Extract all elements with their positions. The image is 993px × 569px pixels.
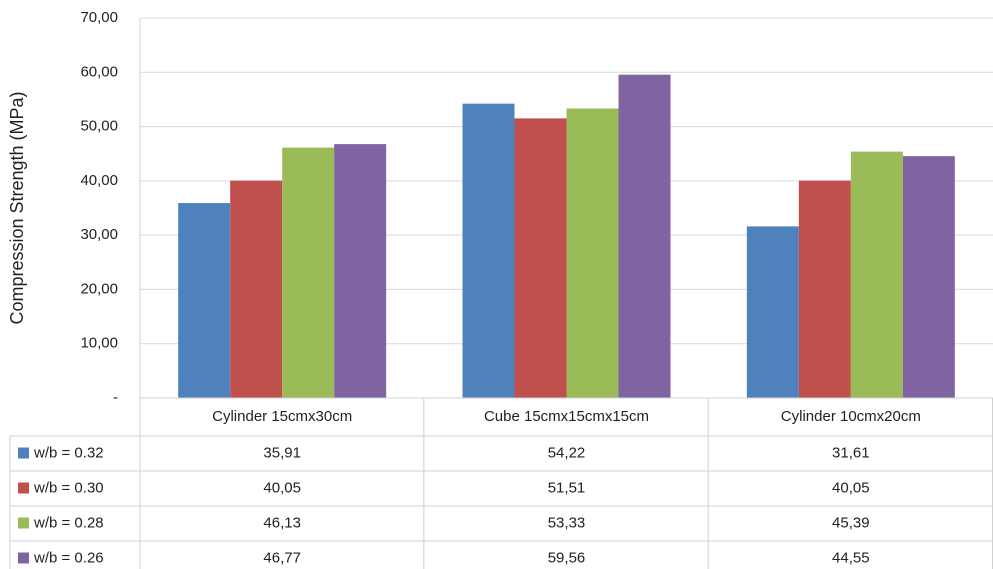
legend-swatch xyxy=(18,447,29,459)
y-tick-label: 30,00 xyxy=(80,226,118,243)
bar xyxy=(462,103,515,399)
legend-label: w/b = 0.26 xyxy=(33,549,104,566)
bar xyxy=(850,151,903,398)
x-tick-label: Cube 15cmx15cmx15cm xyxy=(484,408,649,425)
y-tick-label: 70,00 xyxy=(80,9,118,26)
bar xyxy=(902,156,955,398)
y-tick-label: 40,00 xyxy=(80,172,118,189)
legend-swatch xyxy=(18,482,29,494)
bar xyxy=(514,118,567,399)
bar xyxy=(618,74,671,398)
table-value: 45,39 xyxy=(832,514,870,531)
bar xyxy=(178,203,231,398)
bar xyxy=(798,180,851,398)
table-value: 35,91 xyxy=(263,444,301,461)
legend-label: w/b = 0.30 xyxy=(33,479,104,496)
table-value: 31,61 xyxy=(832,444,870,461)
x-tick-label: Cylinder 15cmx30cm xyxy=(212,408,352,425)
table-value: 51,51 xyxy=(548,479,586,496)
legend-swatch xyxy=(18,552,29,564)
table-value: 46,13 xyxy=(263,514,301,531)
table-value: 54,22 xyxy=(548,444,586,461)
y-tick-label: 10,00 xyxy=(80,335,118,352)
bar xyxy=(334,144,387,398)
y-axis-label: Compression Strength (MPa) xyxy=(7,91,27,324)
y-tick-label: 50,00 xyxy=(80,118,118,135)
table-value: 46,77 xyxy=(263,549,301,566)
legend-swatch xyxy=(18,517,29,529)
bar xyxy=(566,108,619,398)
table-value: 44,55 xyxy=(832,549,870,566)
legend-label: w/b = 0.28 xyxy=(33,514,104,531)
y-tick-label: 60,00 xyxy=(80,63,118,80)
bar xyxy=(230,180,283,398)
table-value: 40,05 xyxy=(263,479,301,496)
legend-label: w/b = 0.32 xyxy=(33,444,104,461)
y-tick-label: - xyxy=(113,389,118,406)
bar xyxy=(282,147,335,398)
bar xyxy=(746,226,799,398)
table-value: 53,33 xyxy=(548,514,586,531)
y-tick-label: 20,00 xyxy=(80,280,118,297)
table-value: 40,05 xyxy=(832,479,870,496)
x-tick-label: Cylinder 10cmx20cm xyxy=(781,408,921,425)
table-value: 59,56 xyxy=(548,549,586,566)
